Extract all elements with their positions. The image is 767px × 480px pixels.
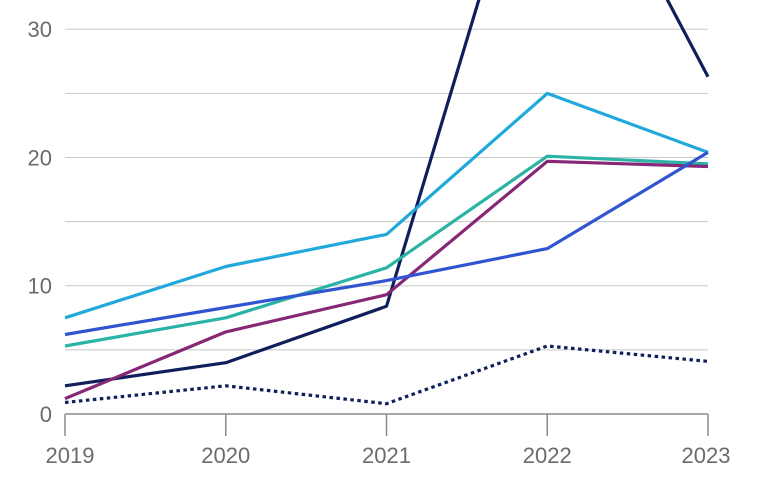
series-line-5	[64, 151, 709, 337]
series-line-6	[64, 344, 709, 406]
y-tick-label: 20	[28, 145, 52, 170]
series-line-3	[64, 154, 709, 348]
y-tick-label: 30	[28, 17, 52, 42]
y-tick-label: 10	[28, 274, 52, 299]
x-axis	[64, 413, 709, 436]
x-tick-label: 2020	[201, 443, 250, 468]
x-tick-label: 2022	[523, 443, 572, 468]
x-tick-label: 2023	[682, 443, 731, 468]
tick-labels: 0 10 20 30 2019 2020 2021 2022 2023	[28, 17, 731, 468]
y-tick-label: 0	[40, 402, 52, 427]
x-tick-label: 2021	[362, 443, 411, 468]
series-line-1	[64, 0, 710, 388]
series-line-4	[64, 159, 709, 401]
series-lines	[64, 0, 710, 406]
x-tick-label: 2019	[46, 443, 95, 468]
series-line-2	[64, 91, 709, 320]
